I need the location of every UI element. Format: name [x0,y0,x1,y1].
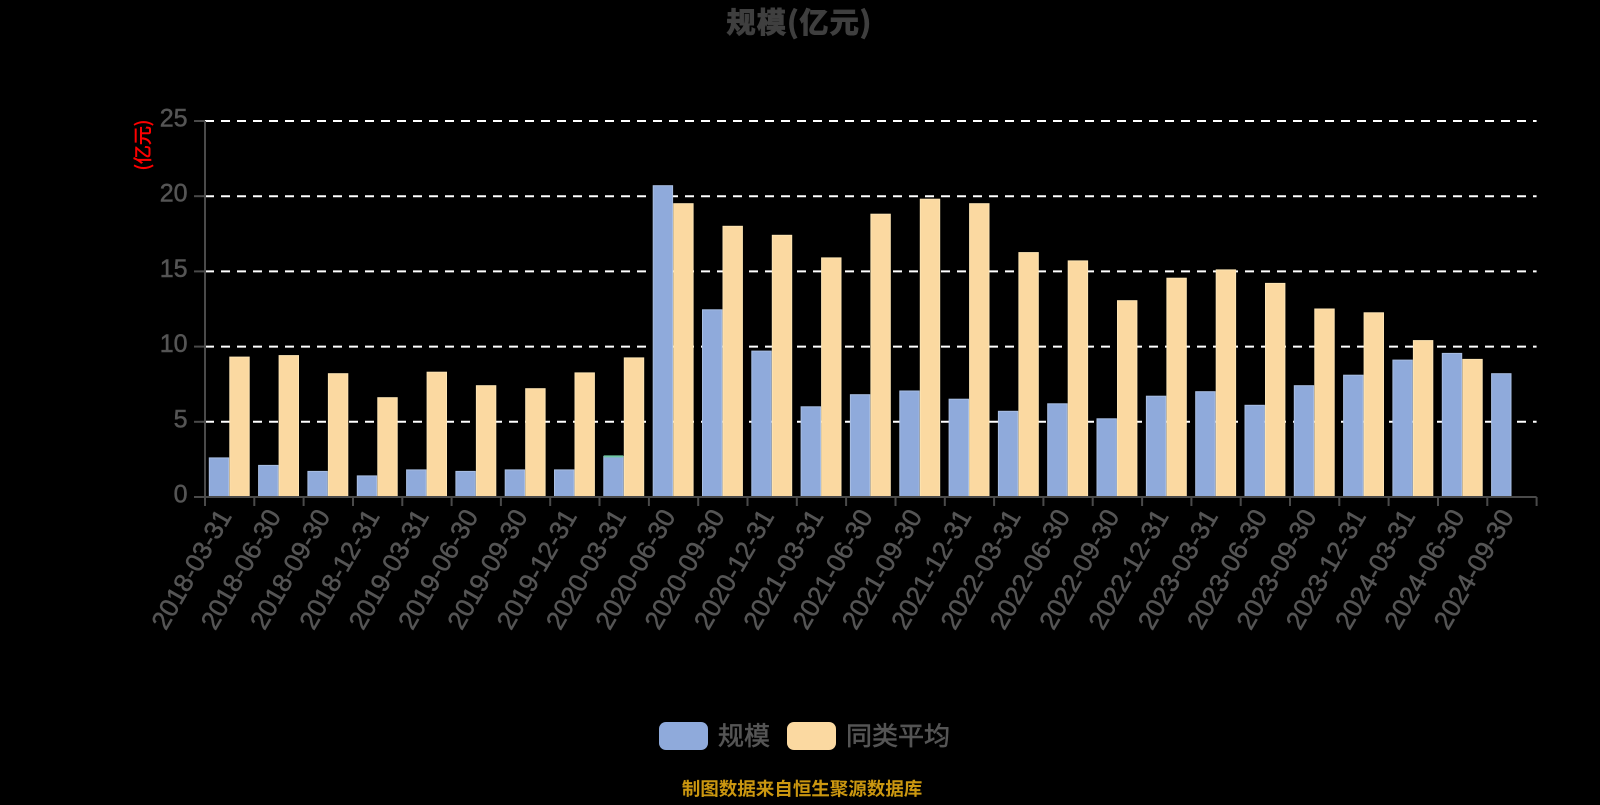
svg-text:25: 25 [160,105,188,133]
svg-text:10: 10 [160,330,188,358]
svg-text:15: 15 [160,255,188,283]
svg-text:20: 20 [160,180,188,208]
svg-text:5: 5 [174,405,188,433]
svg-text:0: 0 [174,481,188,509]
